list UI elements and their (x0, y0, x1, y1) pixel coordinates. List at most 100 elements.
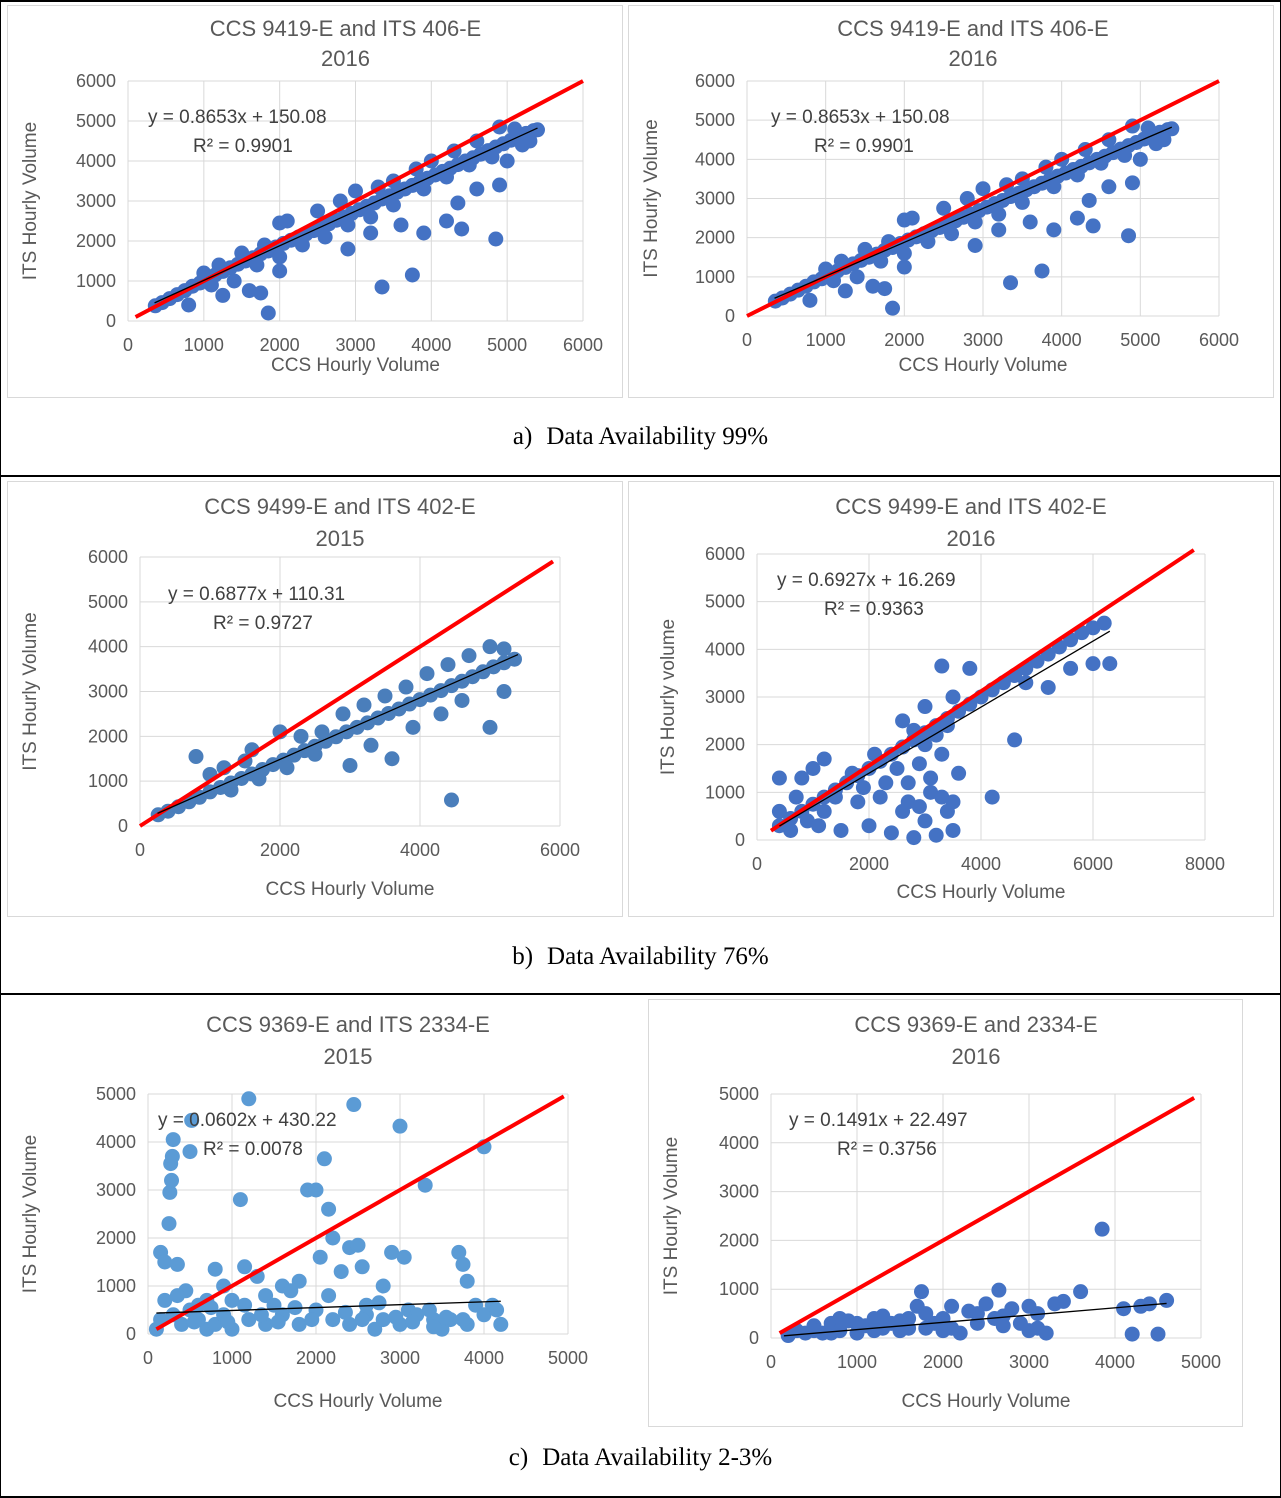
x-tick-label: 4000 (1042, 330, 1082, 350)
data-point (1040, 679, 1056, 695)
y-tick-label: 1000 (705, 782, 745, 802)
data-point (346, 1097, 362, 1113)
scatter-chart: 0 2000 4000 6000 8000 0 1000 2000 3000 4000 5000 60… (658, 494, 1225, 903)
data-point (522, 133, 538, 149)
data-point (507, 651, 522, 667)
y-tick-label: 5000 (76, 111, 116, 131)
data-point (1014, 194, 1030, 210)
data-point (918, 1306, 934, 1322)
x-tick-label: 2000 (260, 840, 300, 860)
data-point (332, 193, 348, 209)
y-tick-label: 0 (106, 311, 116, 331)
data-point (438, 1309, 454, 1325)
x-tick-label: 0 (766, 1352, 776, 1372)
data-point (237, 1259, 253, 1275)
chart-title: CCS 9419-E and ITS 406-E (210, 16, 481, 41)
y-tick-label: 1000 (88, 771, 128, 791)
data-point (321, 1288, 337, 1304)
data-point (1102, 656, 1118, 672)
data-point (1116, 1301, 1132, 1317)
x-tick-label: 8000 (1185, 854, 1225, 874)
data-point (794, 770, 810, 786)
data-point (967, 238, 983, 253)
data-point (904, 210, 920, 226)
data-point (354, 1259, 370, 1275)
data-point (241, 283, 257, 299)
reference-line (769, 548, 1195, 833)
data-point (484, 149, 500, 165)
caption-b: b) Data Availability 76% (0, 943, 1281, 971)
data-point (232, 1192, 248, 1208)
y-tick-label: 1000 (76, 271, 116, 291)
data-point (354, 1312, 370, 1328)
data-point (823, 1325, 839, 1341)
data-point (488, 231, 504, 247)
data-point (1046, 179, 1062, 195)
r-squared: R² = 0.9901 (193, 136, 293, 157)
data-point (253, 285, 269, 301)
data-point (1164, 121, 1180, 137)
y-tick-label: 6000 (705, 544, 745, 564)
data-point (291, 1273, 307, 1289)
data-point (161, 1216, 177, 1232)
data-point (861, 818, 877, 834)
data-point (1022, 214, 1038, 230)
y-tick-label: 0 (749, 1328, 759, 1348)
data-point (995, 1318, 1011, 1334)
data-point (896, 245, 912, 261)
data-point (969, 1306, 985, 1322)
r-squared: R² = 0.3756 (837, 1139, 937, 1160)
x-tick-label: 5000 (1181, 1352, 1221, 1372)
data-point (469, 181, 485, 197)
data-point (1007, 732, 1023, 748)
trendline (157, 653, 519, 814)
x-tick-label: 2000 (296, 1348, 336, 1368)
data-point (211, 257, 227, 273)
data-point (317, 229, 333, 245)
x-tick-label: 2000 (849, 854, 889, 874)
data-point (454, 221, 470, 237)
data-point (917, 737, 933, 753)
data-point (832, 1310, 848, 1326)
data-point (272, 249, 288, 265)
data-point (928, 827, 944, 843)
data-point (935, 1323, 951, 1339)
x-tick-label: 0 (143, 1348, 153, 1368)
y-tick-label: 0 (118, 816, 128, 836)
y-tick-label: 2000 (695, 228, 735, 248)
caption-label: c) (508, 1444, 529, 1471)
y-tick-label: 4000 (719, 1133, 759, 1153)
data-point (806, 1323, 822, 1339)
data-point (226, 273, 242, 289)
data-point (962, 660, 978, 676)
trendline-equation: y = 0.8653x + 150.08 (771, 107, 950, 128)
data-point (507, 121, 523, 137)
x-tick-label: 6000 (563, 335, 603, 355)
data-point (1141, 1296, 1157, 1312)
y-tick-label: 1000 (695, 267, 735, 287)
data-point (260, 305, 276, 321)
chart-panel-b-right: 0 2000 4000 6000 8000 0 1000 2000 3000 4000 5000 60… (628, 481, 1274, 917)
data-point (325, 1230, 341, 1246)
x-axis-label: CCS Hourly Volume (902, 1391, 1071, 1412)
data-point (945, 689, 961, 705)
data-point (164, 1148, 180, 1164)
y-tick-label: 5000 (719, 1084, 759, 1104)
data-point (396, 1249, 412, 1265)
data-point (165, 1132, 181, 1148)
y-tick-label: 4000 (695, 149, 735, 169)
plot-area (134, 79, 584, 321)
data-point (934, 789, 950, 805)
data-point (1069, 167, 1085, 183)
data-point (855, 780, 871, 796)
chart-title: CCS 9369-E and ITS 2334-E (206, 1012, 490, 1037)
data-point (771, 803, 787, 819)
data-point (188, 749, 204, 765)
data-point (951, 765, 967, 781)
data-point (388, 1309, 404, 1325)
data-point (837, 283, 853, 299)
y-tick-label: 4000 (88, 637, 128, 657)
data-point (991, 222, 1007, 238)
chart-title: CCS 9499-E and ITS 402-E (204, 494, 475, 519)
y-tick-label: 3000 (695, 189, 735, 209)
